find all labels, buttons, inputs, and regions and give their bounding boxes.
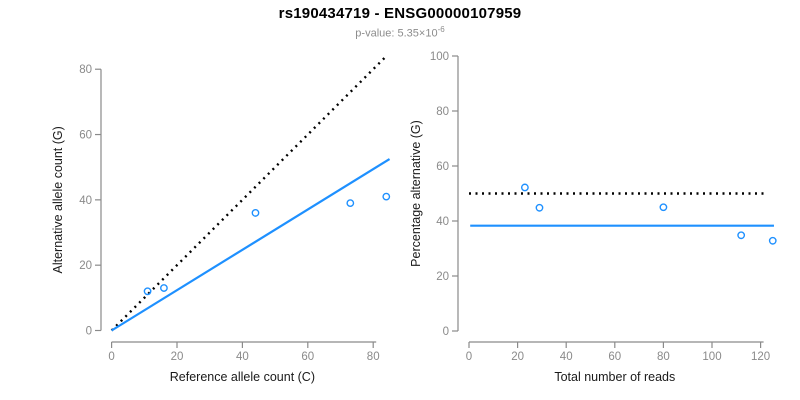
x-axis-title: Reference allele count (C): [170, 370, 315, 384]
x-tick-label: 80: [367, 351, 380, 363]
y-tick-label: 40: [436, 216, 449, 228]
x-tick-label: 100: [702, 351, 721, 363]
x-tick-label: 20: [511, 351, 524, 363]
p-value-text: p-value: 5.35×10: [355, 27, 438, 40]
x-tick-label: 60: [608, 351, 621, 363]
fit-line: [111, 158, 391, 332]
y-tick-label: 100: [430, 51, 449, 63]
data-point: [768, 236, 777, 245]
percentage-panel: 0 20 40 60 80 100 0 20 40 60 80 100 120 Total number …: [409, 51, 777, 384]
x-tick-label: 20: [171, 351, 184, 363]
data-point: [737, 231, 746, 240]
x-tick-label: 60: [301, 351, 314, 363]
y-tick-label: 20: [436, 271, 449, 283]
chart-header: rs190434719 - ENSG00000107959 p-value: 5…: [0, 0, 800, 40]
data-point: [346, 199, 355, 208]
data-point: [143, 287, 152, 296]
data-point: [251, 209, 260, 217]
x-axis-title: Total number of reads: [554, 370, 675, 384]
y-axis-title: Alternative allele count (G): [51, 126, 65, 273]
y-tick-label: 80: [436, 106, 449, 118]
y-tick-label: 60: [436, 161, 449, 173]
x-tick-label: 0: [108, 351, 114, 363]
x-tick-label: 120: [751, 351, 770, 363]
data-point: [160, 284, 168, 292]
data-point: [535, 203, 544, 212]
x-tick-label: 0: [466, 351, 472, 363]
y-tick-label: 20: [79, 260, 92, 272]
identity-line: [110, 55, 388, 332]
chart-title: rs190434719 - ENSG00000107959: [278, 5, 522, 22]
p-value-subtitle: p-value: 5.35×10-6: [0, 25, 800, 40]
allele-counts-panel: 0 20 40 60 80 0 20 40 60 80 Reference allele count…: [51, 55, 391, 384]
x-tick-label: 80: [657, 351, 670, 363]
y-tick-label: 60: [79, 130, 92, 142]
data-point: [382, 192, 391, 201]
data-point: [520, 183, 529, 192]
y-tick-label: 0: [86, 326, 92, 338]
y-axis-title: Percentage alternative (G): [409, 120, 423, 267]
y-tick-label: 80: [79, 64, 92, 76]
y-tick-label: 0: [443, 326, 449, 338]
p-value-exponent: -6: [437, 25, 445, 34]
x-tick-label: 40: [560, 351, 573, 363]
y-tick-label: 40: [79, 195, 92, 207]
data-point: [659, 203, 668, 212]
x-tick-label: 40: [236, 351, 249, 363]
